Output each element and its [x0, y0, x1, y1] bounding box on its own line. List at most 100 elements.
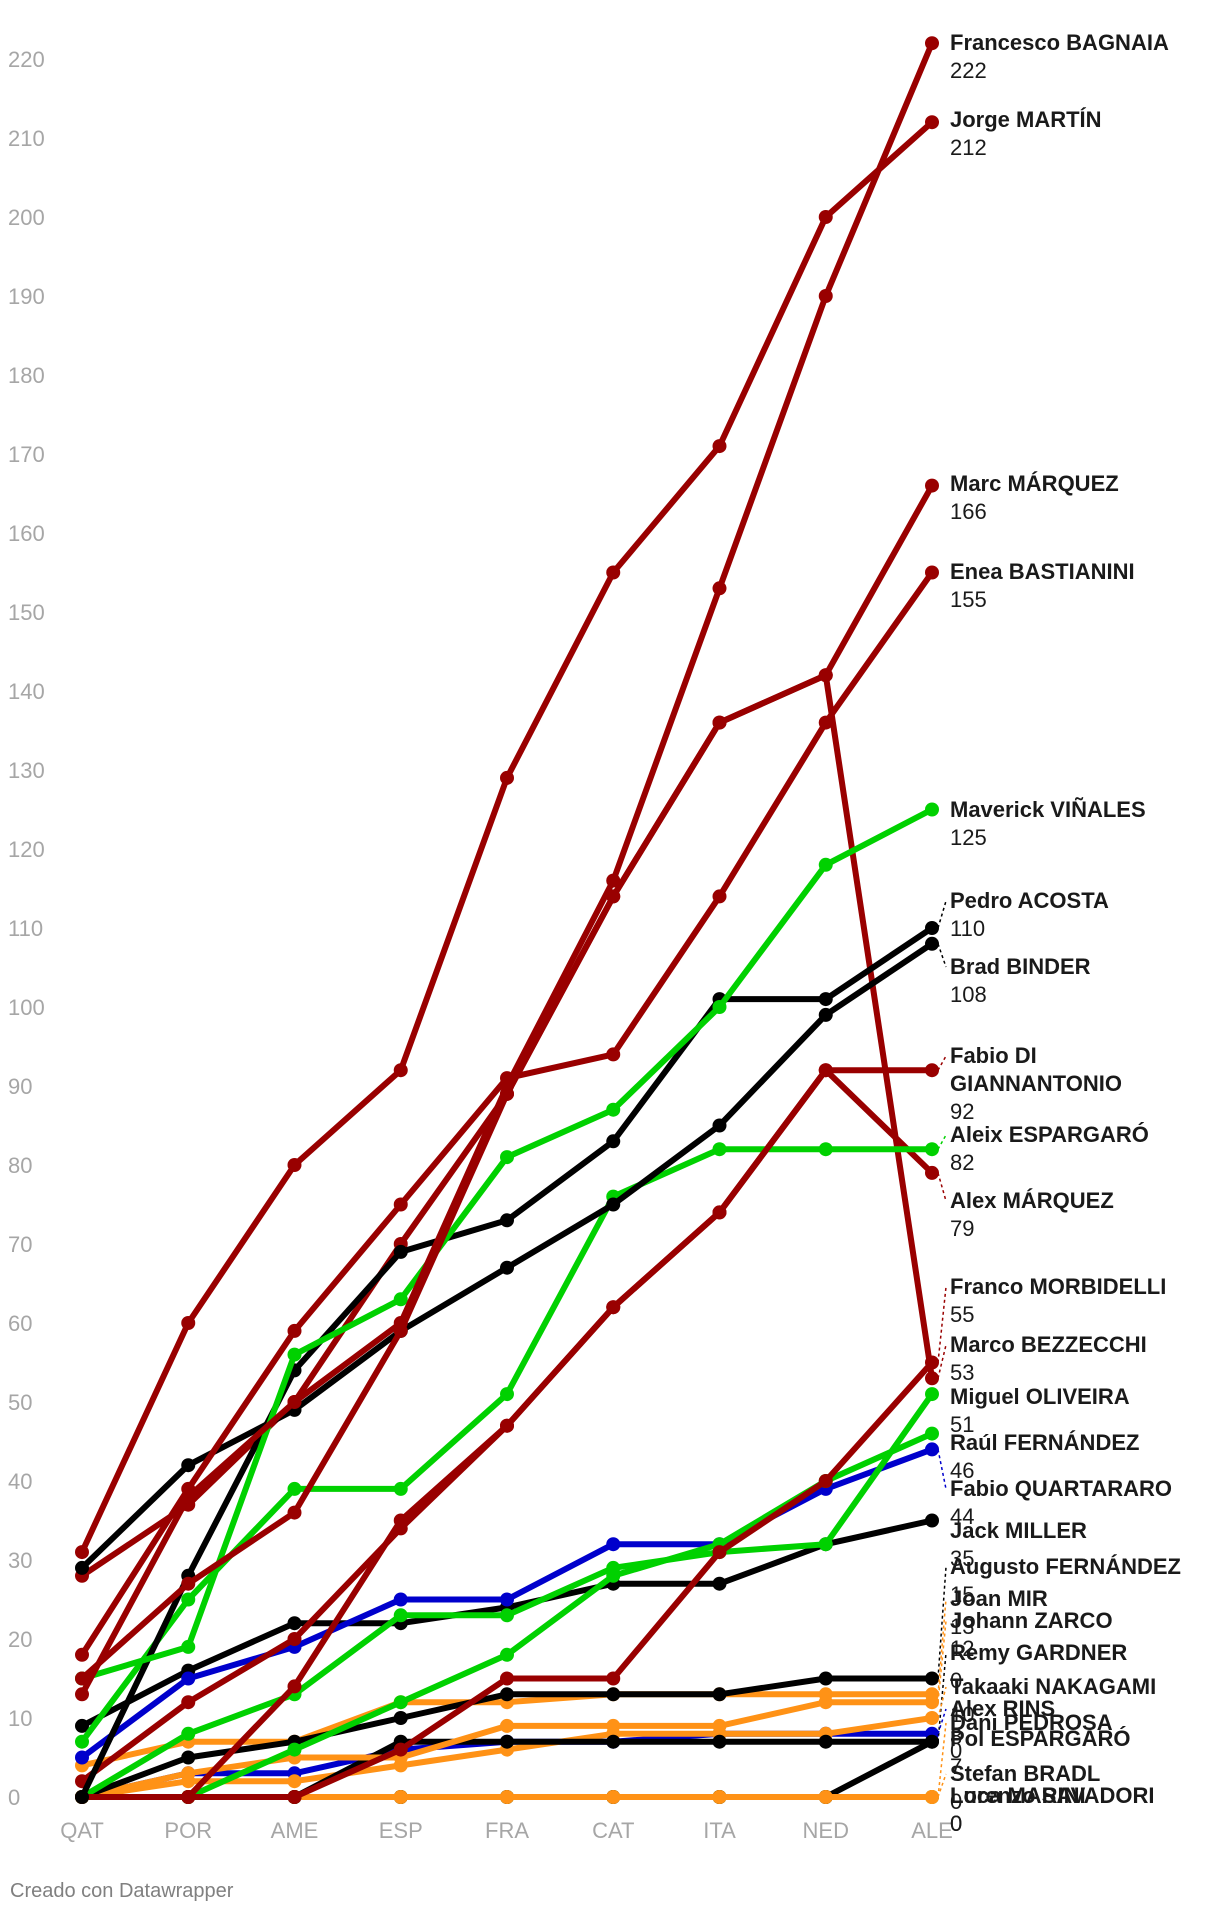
data-point	[606, 1671, 621, 1686]
x-tick-label: ITA	[703, 1818, 736, 1843]
label-name: Francesco BAGNAIA	[950, 30, 1169, 55]
y-tick-label: 180	[8, 363, 45, 388]
data-point	[712, 1142, 727, 1157]
data-point	[925, 1513, 939, 1528]
data-point	[181, 1671, 196, 1686]
y-tick-label: 20	[8, 1627, 32, 1652]
data-point	[287, 1790, 302, 1804]
leader-line	[937, 1773, 947, 1798]
data-point	[393, 1292, 408, 1307]
y-tick-label: 80	[8, 1153, 32, 1178]
label-dani-pedrosa: Dani PEDROSA 0	[937, 1710, 1113, 1798]
label-value: 10	[950, 1702, 974, 1727]
data-point	[606, 1134, 621, 1149]
series-line	[79, 119, 935, 1556]
data-point	[925, 1355, 939, 1370]
label-ra-l-fern-ndez: Raúl FERNÁNDEZ 46	[950, 1430, 1139, 1483]
data-point	[606, 873, 621, 888]
data-point	[75, 1790, 89, 1804]
data-point	[606, 1102, 621, 1117]
x-tick-label: FRA	[485, 1818, 529, 1843]
label-value: 46	[950, 1458, 974, 1483]
y-tick-label: 200	[8, 205, 45, 230]
leader-line	[937, 1055, 947, 1071]
data-point	[393, 1244, 408, 1259]
data-point	[75, 1750, 89, 1765]
data-point	[925, 921, 939, 935]
data-point	[606, 1197, 621, 1212]
data-point	[818, 1734, 833, 1749]
y-axis: 0 10 20 30 40 50 60 70 80 90 100 110 120 130 140 150 160…	[8, 47, 45, 1810]
y-tick-label: 50	[8, 1390, 32, 1415]
label-name: Aleix ESPARGARÓ	[950, 1122, 1149, 1147]
label-value: 0	[950, 1811, 962, 1836]
data-point	[818, 857, 833, 872]
data-point	[393, 1592, 408, 1607]
data-point	[75, 1647, 89, 1662]
data-point	[925, 1671, 939, 1686]
label-name: Enea BASTIANINI	[950, 559, 1135, 584]
data-point	[818, 1474, 833, 1488]
label-name: Johann ZARCO	[950, 1608, 1113, 1633]
label-jack-miller: Jack MILLER 35	[950, 1518, 1087, 1571]
label-stefan-bradl: Stefan BRADL 0	[937, 1761, 1100, 1814]
data-point	[818, 1671, 833, 1686]
data-point	[925, 1371, 939, 1386]
label-marco-bezzecchi: Marco BEZZECCHI 53	[937, 1332, 1147, 1385]
leader-line	[937, 1708, 947, 1735]
y-tick-label: 40	[8, 1469, 32, 1494]
leader-line	[937, 1134, 947, 1150]
y-tick-label: 140	[8, 679, 45, 704]
data-point	[818, 1790, 833, 1804]
data-point	[925, 1142, 939, 1157]
data-point	[500, 1718, 514, 1733]
label-value: 155	[950, 587, 987, 612]
data-point	[500, 1079, 514, 1093]
label-value: 108	[950, 982, 987, 1007]
data-point	[181, 1790, 196, 1804]
label-augusto-fern-ndez: Augusto FERNÁNDEZ 15	[937, 1554, 1181, 1679]
label-jorge-mart-n: Jorge MARTÍN 212	[950, 107, 1102, 160]
series-lines	[75, 36, 939, 1804]
data-point	[75, 1687, 89, 1702]
label-name: Alex RINS	[950, 1696, 1055, 1721]
leader-line	[937, 1686, 947, 1719]
data-point	[925, 1790, 939, 1804]
data-point	[925, 115, 939, 130]
data-point	[712, 1118, 727, 1133]
data-point	[606, 565, 621, 580]
data-point	[393, 1790, 408, 1804]
data-point	[712, 1790, 727, 1804]
series-line	[79, 925, 935, 1800]
data-point	[287, 1323, 302, 1338]
label-name: Maverick VIÑALES	[950, 797, 1146, 822]
data-point	[287, 1347, 302, 1362]
data-point	[925, 1442, 939, 1457]
label-alex-rins: Alex RINS 8	[937, 1696, 1055, 1749]
y-tick-label: 10	[8, 1706, 32, 1731]
y-tick-label: 110	[8, 916, 43, 941]
data-point	[712, 889, 727, 904]
label-name: Stefan BRADL	[950, 1761, 1100, 1786]
label-value: 53	[950, 1360, 974, 1385]
data-point	[500, 1790, 514, 1804]
series-francesco-bagnaia	[75, 36, 939, 1702]
x-tick-label: AME	[271, 1818, 319, 1843]
label-value: 125	[950, 825, 987, 850]
label-name: Raúl FERNÁNDEZ	[950, 1430, 1139, 1455]
data-point	[287, 1158, 302, 1172]
label-name: Brad BINDER	[950, 954, 1091, 979]
data-point	[712, 1205, 727, 1220]
y-tick-label: 190	[8, 284, 45, 309]
data-point	[287, 1774, 302, 1789]
label-enea-bastianini: Enea BASTIANINI 155	[950, 559, 1135, 612]
leader-line	[937, 1722, 947, 1798]
data-point	[500, 1150, 514, 1165]
data-point	[181, 1750, 196, 1765]
y-tick-label: 130	[8, 758, 45, 783]
data-point	[393, 1608, 408, 1623]
data-point	[606, 1734, 621, 1749]
label-name: Jorge MARTÍN	[950, 107, 1102, 132]
